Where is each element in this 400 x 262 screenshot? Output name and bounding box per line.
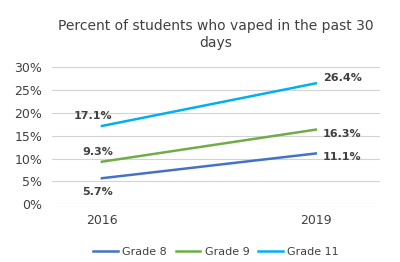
- Text: 9.3%: 9.3%: [82, 147, 113, 157]
- Grade 8: [314, 152, 318, 155]
- Line: Grade 8: Grade 8: [102, 154, 316, 178]
- Text: 17.1%: 17.1%: [74, 111, 113, 121]
- Text: 5.7%: 5.7%: [82, 187, 113, 197]
- Line: Grade 11: Grade 11: [102, 83, 316, 126]
- Grade 9: [100, 160, 104, 163]
- Text: 16.3%: 16.3%: [323, 129, 361, 139]
- Grade 11: [314, 82, 318, 85]
- Text: 11.1%: 11.1%: [323, 152, 361, 162]
- Grade 11: [100, 124, 104, 128]
- Legend: Grade 8, Grade 9, Grade 11: Grade 8, Grade 9, Grade 11: [89, 242, 343, 261]
- Text: 26.4%: 26.4%: [323, 73, 362, 83]
- Title: Percent of students who vaped in the past 30
days: Percent of students who vaped in the pas…: [58, 19, 374, 50]
- Grade 8: [100, 177, 104, 180]
- Line: Grade 9: Grade 9: [102, 130, 316, 162]
- Grade 9: [314, 128, 318, 131]
